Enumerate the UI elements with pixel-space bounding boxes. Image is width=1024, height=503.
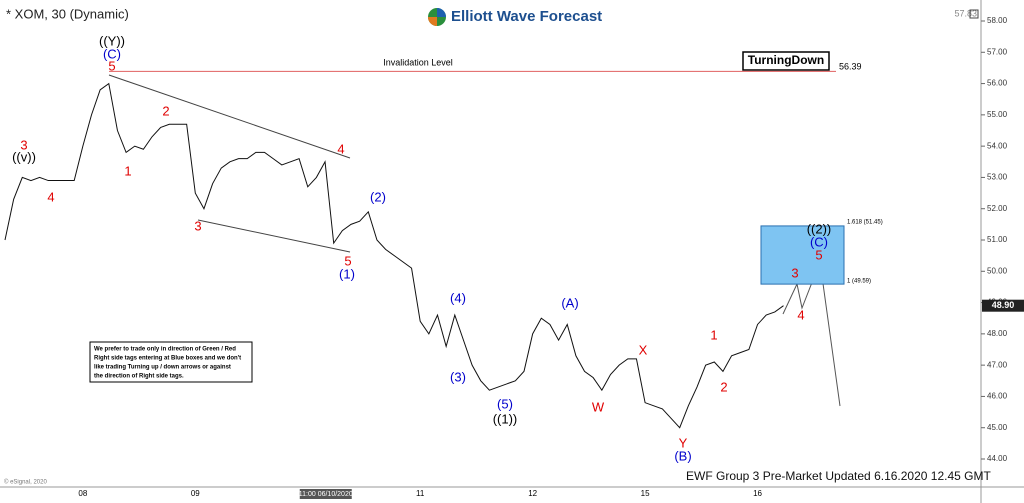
wave-label: (1) [339, 266, 355, 281]
wave-label: 4 [337, 141, 344, 156]
chart-title: * XOM, 30 (Dynamic) [6, 6, 129, 21]
wave-label: (A) [561, 295, 578, 310]
price-line [4, 82, 784, 429]
logo-icon [428, 17, 437, 26]
y-tick-label: 58.00 [987, 16, 1008, 25]
wave-label: 1 [124, 163, 131, 178]
wave-label: (3) [450, 369, 466, 384]
wave-label: ((1)) [493, 411, 518, 426]
note-line: Right side tags entering at Blue boxes a… [94, 356, 241, 362]
last-price-box [982, 299, 1024, 312]
x-tick-label: 16 [753, 489, 762, 498]
wave-label: 3 [194, 218, 201, 233]
y-tick-label: 46.00 [987, 392, 1008, 401]
corner-value: 57.83 [954, 8, 977, 18]
y-tick-label: 47.00 [987, 360, 1008, 369]
wave-label: (2) [370, 189, 386, 204]
x-tick-label: 09 [191, 489, 200, 498]
x-tick-label: 12 [528, 489, 537, 498]
note-line: the direction of Right side tags. [94, 374, 184, 380]
note-box [89, 341, 253, 383]
wave-label: (4) [450, 290, 466, 305]
y-tick-label: 57.00 [987, 47, 1008, 56]
wave-label: X [639, 342, 648, 357]
wave-label: ((v)) [12, 149, 36, 164]
wave-label: (C) [103, 46, 121, 61]
wave-label: Y [679, 435, 688, 450]
footer: EWF Group 3 Pre-Market Updated 6.16.2020… [686, 469, 991, 483]
target-box [760, 225, 845, 285]
wave-label: ((Y)) [99, 33, 125, 48]
wave-label: W [592, 399, 605, 414]
x-tick-label: 11:00 06/10/2020 [299, 491, 353, 498]
y-tick-label: 51.00 [987, 235, 1008, 244]
y-tick-label: 53.00 [987, 173, 1008, 182]
logo-icon [437, 8, 446, 17]
note-line: like trading Turning up / down arrows or… [94, 365, 231, 371]
copyright: © eSignal, 2020 [4, 479, 47, 486]
wave-label: 1 [710, 327, 717, 342]
wave-label: ((2)) [807, 221, 832, 236]
projection-path [782, 260, 841, 407]
last-price-label: 48.90 [992, 300, 1015, 310]
cursor-label-bg [299, 489, 352, 499]
wave-label: 4 [797, 307, 804, 322]
wave-label: 5 [108, 58, 115, 73]
y-tick-label: 45.00 [987, 423, 1008, 432]
logo-text: Elliott Wave Forecast [451, 8, 602, 25]
y-tick-label: 48.00 [987, 329, 1008, 338]
invalidation-text: Invalidation Level [383, 58, 453, 68]
note-line: We prefer to trade only in direction of … [94, 347, 236, 353]
y-tick-label: 54.00 [987, 141, 1008, 150]
wave-label: (5) [497, 396, 513, 411]
wave-label: 2 [720, 379, 727, 394]
wave-label: 5 [815, 247, 822, 262]
wave-label: 3 [20, 137, 27, 152]
y-tick-label: 52.00 [987, 204, 1008, 213]
invalidation-value: 56.39 [839, 62, 862, 72]
window-icon [969, 9, 979, 19]
x-tick-label: 08 [78, 489, 87, 498]
wave-label: (B) [674, 448, 691, 463]
x-tick-label: 11 [416, 489, 425, 498]
wave-label: 2 [162, 103, 169, 118]
wave-label: 3 [791, 265, 798, 280]
y-tick-label: 56.00 [987, 79, 1008, 88]
trendline [197, 219, 351, 253]
x-tick-label: 15 [641, 489, 650, 498]
badge-box [742, 51, 830, 71]
wave-label: 4 [47, 189, 54, 204]
wave-label: 5 [344, 253, 351, 268]
badge: TurningDown [748, 53, 824, 67]
trendline [108, 74, 351, 159]
y-tick-label: 55.00 [987, 110, 1008, 119]
fib-label: 1 (49.59) [847, 279, 871, 285]
y-tick-label: 44.00 [987, 454, 1008, 463]
y-tick-label: 50.00 [987, 266, 1008, 275]
fib-label: 1.618 (51.45) [847, 219, 883, 225]
wave-label: (C) [810, 234, 828, 249]
